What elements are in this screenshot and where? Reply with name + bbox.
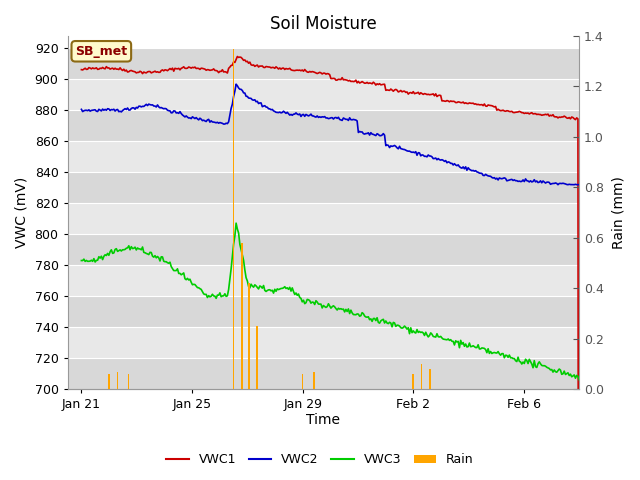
Y-axis label: VWC (mV): VWC (mV) [15,177,29,248]
Bar [127,374,129,389]
Bar [256,326,258,389]
Bar [68,141,579,172]
Bar [68,234,579,265]
Bar [68,265,579,296]
Bar [68,327,579,358]
Title: Soil Moisture: Soil Moisture [270,15,377,33]
Bar [68,296,579,327]
Bar [420,364,422,389]
Bar [108,374,110,389]
Bar [412,374,414,389]
Bar [68,358,579,389]
Bar [68,172,579,203]
Bar [116,372,118,389]
Bar [233,48,234,389]
Legend: VWC1, VWC2, VWC3, Rain: VWC1, VWC2, VWC3, Rain [161,448,479,471]
Text: SB_met: SB_met [76,45,127,58]
Bar [68,48,579,79]
X-axis label: Time: Time [307,413,340,427]
Bar [241,243,243,389]
Bar [68,110,579,141]
Bar [429,369,431,389]
Bar [248,283,250,389]
Bar [68,203,579,234]
Bar [313,372,314,389]
Bar [68,79,579,110]
Y-axis label: Rain (mm): Rain (mm) [611,176,625,249]
Bar [302,374,303,389]
